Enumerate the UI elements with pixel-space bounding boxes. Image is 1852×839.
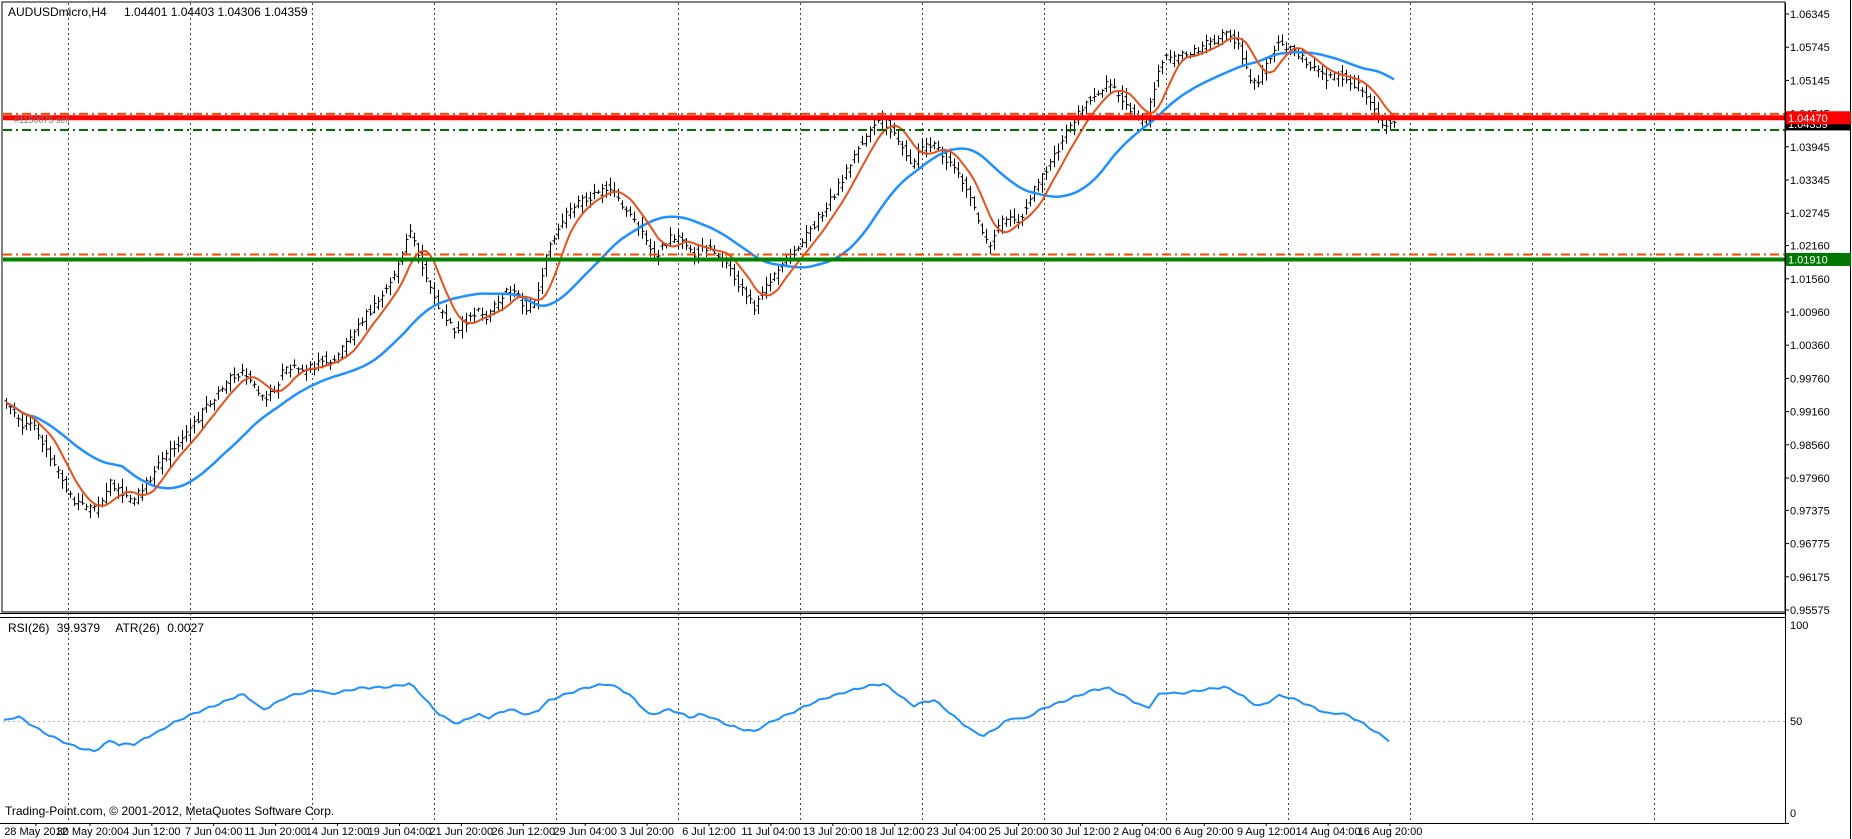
time-axis-label: 11 Jun 20:00: [244, 826, 307, 838]
price-axis-label: 0.97375: [1790, 505, 1830, 517]
price-box-1.04470: [1786, 111, 1851, 125]
price-axis-label: 1.02745: [1790, 208, 1830, 220]
time-axis-label: 9 Aug 12:00: [1237, 826, 1296, 838]
time-axis-label: 30 Jul 12:00: [1050, 826, 1110, 838]
atr-name-label: ATR(26): [115, 621, 160, 635]
time-axis-label: 16 Aug 20:00: [1358, 826, 1423, 838]
price-axis-label: 0.96775: [1790, 539, 1830, 551]
price-axis-label: 1.03945: [1790, 142, 1830, 154]
price-axis-label: 1.05145: [1790, 75, 1830, 87]
atr-value-label: 0.0027: [167, 621, 204, 635]
time-axis-label: 2 Aug 04:00: [1113, 826, 1172, 838]
symbol-period-label: AUDUSDmicro,H4: [8, 5, 107, 19]
copyright-text: Trading-Point.com, © 2001-2012, MetaQuot…: [5, 804, 335, 818]
price-box-label: 1.01910: [1788, 254, 1828, 266]
order-line-label: #1150075 sell: [14, 115, 70, 125]
time-axis-label: 30 May 20:00: [57, 826, 124, 838]
moving-average-slow-line: [5, 50, 1395, 490]
rsi-level-label: 50: [1790, 716, 1802, 728]
time-axis-label: 3 Jul 20:00: [620, 826, 674, 838]
time-axis-label: 4 Jun 12:00: [123, 826, 181, 838]
rsi-name-label: RSI(26): [8, 621, 50, 635]
price-axis-label: 0.95575: [1790, 605, 1830, 617]
price-box-label: 1.04470: [1788, 113, 1828, 125]
moving-average-fast-line: [5, 37, 1395, 507]
price-axis-label: 1.00960: [1790, 307, 1830, 319]
time-axis-label: 6 Jul 12:00: [682, 826, 736, 838]
price-axis-label: 0.99760: [1790, 373, 1830, 385]
rsi-value-label: 39.9379: [56, 621, 101, 635]
price-axis-label: 1.00360: [1790, 340, 1830, 352]
time-axis-label: 11 Jul 04:00: [741, 826, 800, 838]
time-axis-label: 14 Aug 04:00: [1296, 826, 1361, 838]
vertical-gridlines: [68, 3, 1655, 823]
price-axis-label: 0.96175: [1790, 572, 1830, 584]
time-axis-label: 13 Jul 20:00: [803, 826, 863, 838]
price-box-1.01910: [1786, 252, 1851, 266]
price-axis-label: 1.01560: [1790, 274, 1830, 286]
time-axis-label: 6 Aug 20:00: [1175, 826, 1234, 838]
rsi-level-label: 100: [1790, 620, 1808, 632]
time-axis-label: 14 Jun 12:00: [306, 826, 370, 838]
rsi-indicator-line: [3, 682, 1390, 753]
price-axis-label: 1.03345: [1790, 175, 1830, 187]
rsi-level-label: 0: [1790, 808, 1796, 820]
time-axis-label: 18 Jul 12:00: [865, 826, 925, 838]
time-axis-label: 29 Jun 04:00: [553, 826, 617, 838]
price-axis-label: 0.99160: [1790, 407, 1830, 419]
time-axis-label: 7 Jun 04:00: [185, 826, 243, 838]
time-axis-label: 25 Jul 20:00: [989, 826, 1049, 838]
price-axis-label: 1.05745: [1790, 42, 1830, 54]
time-axis-label: 21 Jun 20:00: [430, 826, 494, 838]
price-axis-label: 1.02160: [1790, 241, 1830, 253]
price-axis-label: 0.98560: [1790, 440, 1830, 452]
ohlc-quotes-label: 1.04401 1.04403 1.04306 1.04359: [124, 5, 308, 19]
chart-title: AUDUSDmicro,H4 1.04401 1.04403 1.04306 1…: [8, 5, 308, 19]
time-axis-label: 26 Jun 12:00: [491, 826, 555, 838]
price-axis-label: 1.06345: [1790, 9, 1830, 21]
time-axis-label: 23 Jul 04:00: [927, 826, 987, 838]
time-axis-label: 19 Jun 04:00: [368, 826, 432, 838]
indicator-panel-title: RSI(26) 39.9379 ATR(26) 0.0027: [8, 621, 204, 635]
price-axis-label: 0.97960: [1790, 473, 1830, 485]
time-axis-label: 28 May 2012: [4, 826, 68, 838]
